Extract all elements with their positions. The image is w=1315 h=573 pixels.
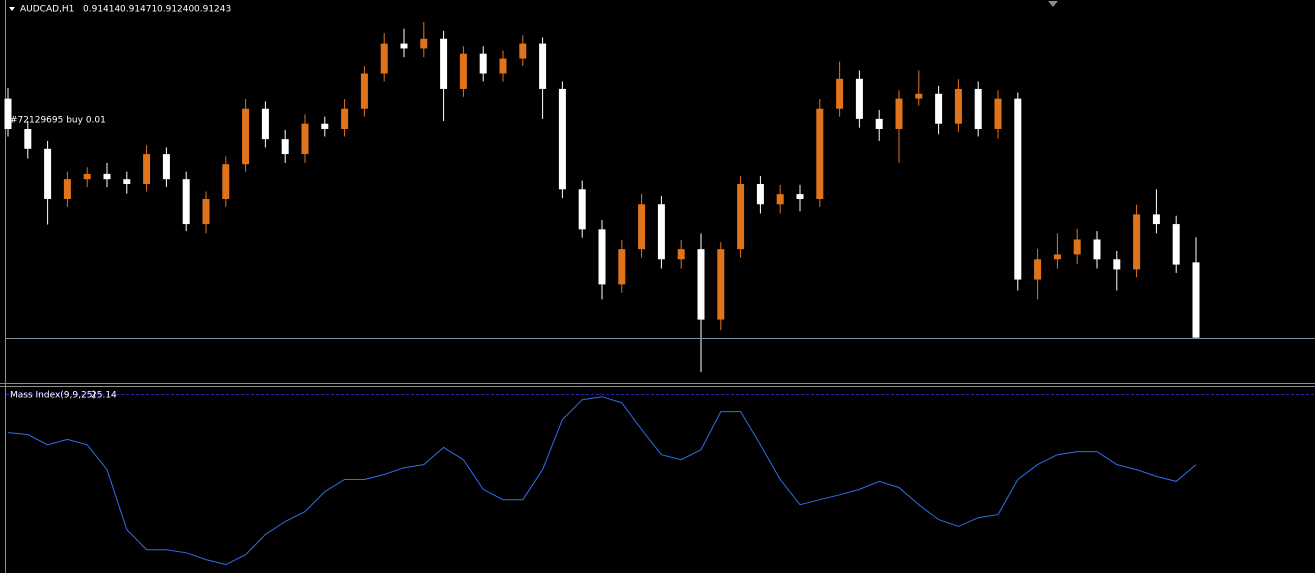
header-open: 0.91414 [83,5,120,15]
candle-body [855,78,863,119]
candle-body [915,93,923,99]
candle-body [657,204,665,260]
candle-body [1172,224,1180,265]
candle-body [341,108,349,129]
candle-body [935,93,943,124]
candle-body [638,204,646,250]
candle-body [360,73,368,109]
shift-marker [1048,1,1058,7]
candle-body [578,189,586,230]
candle-body [539,43,547,89]
candle-body [222,164,230,199]
candle-body [994,98,1002,129]
indicator-pane [6,394,1315,566]
candle-body [83,173,91,180]
candle-body [1192,262,1200,338]
candle-body [836,78,844,109]
candle-body [202,198,210,225]
candle-body [301,123,309,155]
candle-body [63,179,71,199]
candle-body [796,194,804,199]
candle-body [1152,214,1160,225]
candle-body [717,249,725,320]
candle-body [756,184,764,205]
candle-body [103,173,111,180]
candle-body [974,88,982,129]
candle-body [479,53,487,74]
candle-body [400,43,408,49]
candle-body [737,184,745,250]
header-low: 0.91240 [157,5,194,15]
candle-body [519,43,527,59]
candle-body [875,118,883,129]
candle-body [4,98,12,129]
candle-body [776,194,784,205]
header-close: 0.91243 [194,5,231,15]
candle-body [420,38,428,49]
candle-body [1053,254,1061,260]
candle-body [816,108,824,199]
mass-index-line [7,396,1197,566]
candle-body [459,53,467,89]
candle-body [677,249,685,260]
candle-body [1113,259,1121,270]
candle-body [697,249,705,320]
menu-arrow[interactable] [9,7,15,11]
candle-body [44,148,52,199]
candle-body [242,108,250,165]
candle-body [281,139,289,155]
order-label: #72129695 buy 0.01 [10,116,106,126]
candle-body [1093,239,1101,260]
candle-body [182,179,190,225]
candle-body [618,249,626,285]
candle-body [143,154,151,185]
indicator-title: Mass Index(9,9,25) [10,391,96,401]
candle-body [895,98,903,129]
candle-body [1014,98,1022,280]
symbol: AUDCAD,H1 [20,5,74,15]
candle-body [954,88,962,124]
candle-body [1034,259,1042,280]
candle-body [1073,239,1081,255]
candle-body [598,229,606,285]
candle-body [440,38,448,89]
candle-body [24,128,32,149]
candle-body [261,108,269,140]
candle-body [558,88,566,190]
header-high: 0.91471 [120,5,157,15]
candle-body [123,179,131,185]
candle-body [499,58,507,74]
candle-body [1133,214,1141,270]
candle-body [162,154,170,180]
price-pane [4,22,1315,372]
candle-body [321,123,329,129]
candle-body [380,43,388,74]
indicator-value: 25.14 [91,391,117,401]
